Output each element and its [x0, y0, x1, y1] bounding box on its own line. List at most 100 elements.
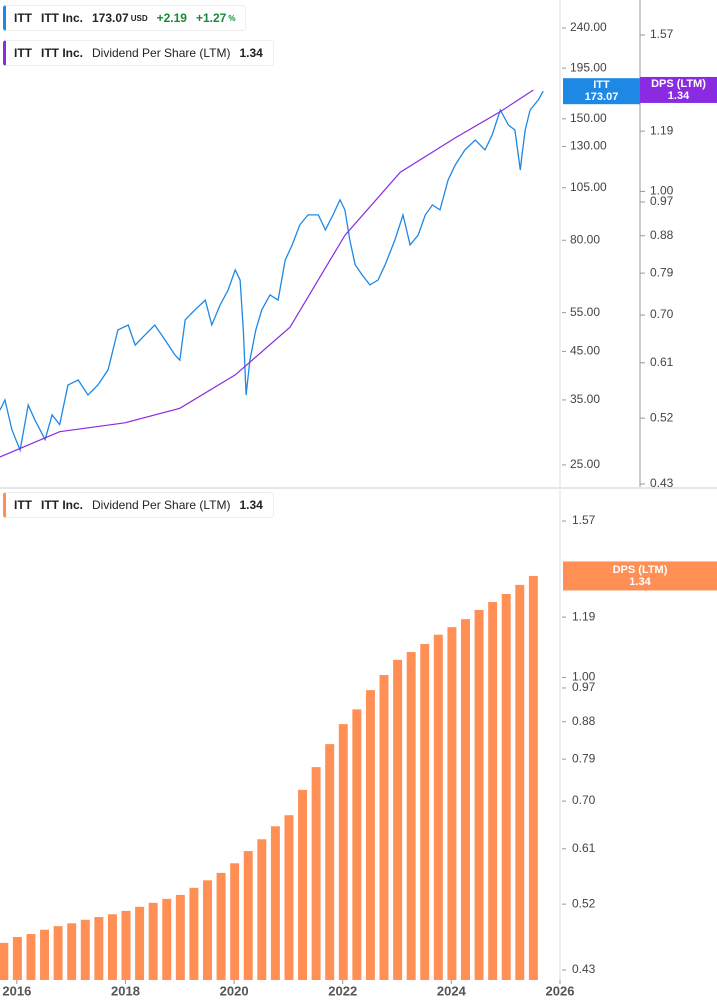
last-value-badge: [640, 76, 717, 103]
bar: [461, 619, 470, 980]
legend-company: ITT Inc.: [41, 498, 83, 512]
y-tick-label: 25.00: [570, 457, 600, 471]
bar: [94, 917, 104, 980]
bar: [12, 936, 22, 980]
y2-tick-label: 0.79: [650, 265, 674, 279]
legend: ITT ITT Inc. Dividend Per Share (LTM) 1.34: [3, 40, 274, 66]
legend-ticker: ITT: [14, 498, 32, 512]
y-tick-label: 195.00: [570, 60, 607, 74]
bar: [406, 652, 416, 980]
bar: [148, 902, 158, 980]
y2-tick-label: 0.88: [650, 228, 674, 242]
y-tick-label: 0.97: [572, 680, 596, 694]
legend-price: 173.07: [92, 11, 129, 25]
bar: [121, 910, 131, 980]
bar: [243, 851, 253, 980]
bar: [175, 894, 185, 980]
x-tick-label: 2020: [220, 983, 249, 998]
bar: [379, 674, 389, 980]
badge-name: DPS (LTM): [651, 78, 706, 90]
bar: [162, 898, 172, 980]
y-tick-label: 0.52: [572, 896, 596, 910]
series-line: [0, 90, 544, 453]
bar: [298, 789, 308, 980]
legend-value: 1.34: [239, 498, 263, 512]
bar: [352, 709, 362, 980]
y-tick-label: 0.43: [572, 962, 596, 976]
y2-tick-label: 0.43: [650, 476, 674, 490]
bar: [311, 767, 321, 980]
y2-tick-label: 0.97: [650, 194, 674, 208]
legend-ticker: ITT: [14, 11, 32, 25]
legend: ITT ITT Inc. 173.07 USD +2.19 +1.27%: [3, 5, 247, 31]
y-tick-label: 0.79: [572, 751, 596, 765]
last-value-badge: [563, 561, 717, 591]
bar: [203, 880, 212, 980]
bar: [474, 609, 484, 980]
bar: [80, 919, 90, 980]
bar: [107, 914, 117, 980]
bar: [284, 815, 294, 980]
bar: [26, 934, 36, 980]
bar: [338, 724, 348, 980]
series-line: [0, 89, 534, 458]
bar: [365, 690, 375, 980]
y-tick-label: 240.00: [570, 20, 607, 34]
legend-company: ITT Inc.: [41, 46, 83, 60]
bar: [0, 942, 9, 980]
legend-change: +2.19: [156, 11, 187, 25]
bar: [501, 594, 511, 980]
y-tick-label: 55.00: [570, 305, 600, 319]
bar: [135, 906, 145, 980]
y-tick-label: 35.00: [570, 392, 600, 406]
bar: [515, 584, 525, 980]
y2-tick-label: 0.52: [650, 410, 674, 424]
y2-tick-label: 1.00: [650, 184, 674, 198]
y2-tick-label: 0.70: [650, 307, 674, 321]
bar: [325, 744, 335, 980]
last-value-badge: [563, 78, 640, 105]
legend-currency: USD: [130, 13, 148, 23]
bar: [67, 923, 77, 980]
legend-company: ITT Inc.: [41, 11, 83, 25]
bar: [447, 627, 457, 980]
y-tick-label: 1.57: [572, 513, 596, 527]
y2-tick-label: 0.61: [650, 355, 674, 369]
y-tick-label: 105.00: [570, 180, 607, 194]
bar: [40, 929, 50, 980]
bar: [420, 644, 430, 980]
badge-name: ITT: [593, 79, 610, 91]
x-tick-label: 2018: [111, 983, 140, 998]
badge-value: 173.07: [585, 91, 619, 103]
bar: [216, 872, 226, 980]
badge-value: 1.34: [629, 576, 651, 588]
x-tick-label: 2024: [437, 983, 467, 998]
bar: [528, 575, 538, 980]
bar: [433, 634, 443, 980]
legend: ITT ITT Inc. Dividend Per Share (LTM) 1.34: [3, 492, 274, 518]
y-tick-label: 0.61: [572, 841, 596, 855]
y-tick-label: 130.00: [570, 139, 607, 153]
bar: [189, 887, 199, 980]
y-tick-label: 80.00: [570, 232, 600, 246]
bar: [230, 863, 240, 980]
x-tick-label: 2022: [328, 983, 357, 998]
y-tick-label: 45.00: [570, 344, 600, 358]
legend-metric: Dividend Per Share (LTM): [92, 498, 231, 512]
bar: [488, 602, 498, 980]
legend-change-pct: +1.27: [195, 11, 227, 25]
y-tick-label: 150.00: [570, 111, 607, 125]
legend-value: 1.34: [239, 46, 263, 60]
y-tick-label: 1.19: [572, 609, 596, 623]
y-tick-label: 1.00: [572, 670, 596, 684]
badge-value: 1.34: [668, 90, 690, 102]
badge-name: DPS (LTM): [613, 564, 668, 576]
legend-ticker: ITT: [14, 46, 32, 60]
y2-tick-label: 1.57: [650, 27, 674, 41]
bar: [270, 826, 280, 980]
bar: [257, 839, 267, 980]
y-tick-label: 0.70: [572, 793, 596, 807]
legend-metric: Dividend Per Share (LTM): [92, 46, 231, 60]
